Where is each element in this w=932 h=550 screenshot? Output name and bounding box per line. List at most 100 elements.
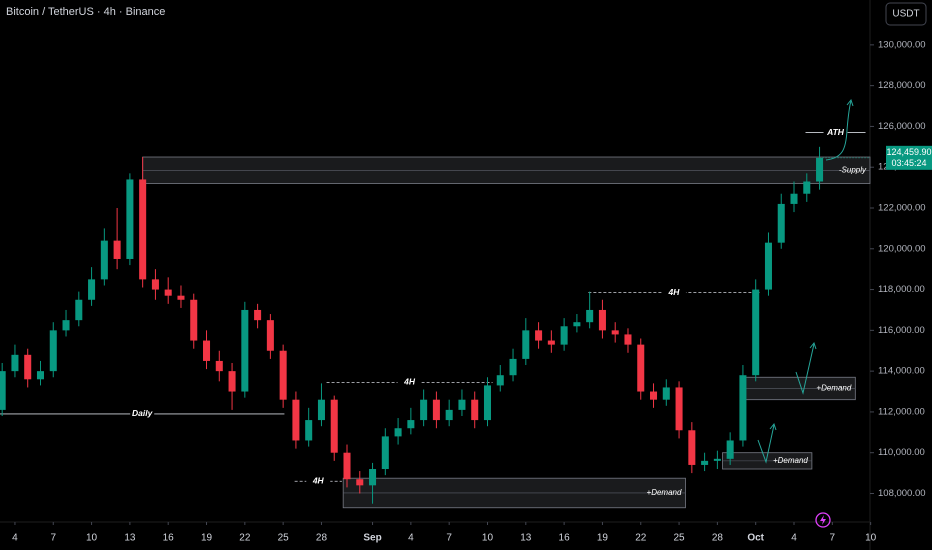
- candle-body: [611, 330, 619, 335]
- candle-body: [0, 371, 6, 410]
- y-tick-label: 126,000.00: [878, 121, 926, 132]
- candle-body: [75, 299, 83, 321]
- candle-body: [292, 399, 300, 441]
- x-tick-label: 22: [635, 533, 647, 544]
- candle-body: [177, 295, 185, 300]
- y-tick-label: 110,000.00: [878, 447, 925, 458]
- candle-layer: [0, 146, 824, 504]
- candle-body: [803, 181, 811, 194]
- icon-ring[interactable]: [815, 512, 831, 528]
- candle-body: [624, 334, 632, 345]
- candle-body: [420, 399, 428, 421]
- x-tick-label: 25: [674, 533, 686, 544]
- y-tick-label: 112,000.00: [878, 406, 925, 417]
- candle-body: [266, 320, 274, 351]
- y-tick-label: 116,000.00: [878, 325, 925, 336]
- candle-body: [317, 399, 325, 421]
- x-tick-label: 4: [408, 533, 414, 544]
- candle-body: [522, 330, 530, 359]
- candle-body: [790, 193, 798, 204]
- x-tick-label: 16: [163, 533, 175, 544]
- y-tick-label: 108,000.00: [878, 488, 926, 499]
- candle-body: [254, 309, 262, 321]
- candle-body: [471, 399, 479, 421]
- x-tick-label: 28: [712, 533, 724, 544]
- candle-body: [88, 279, 96, 300]
- arrow: [825, 100, 852, 161]
- x-tick-label: 10: [482, 533, 494, 544]
- candle-body: [688, 430, 696, 465]
- candle-body: [650, 391, 658, 400]
- candle-body: [713, 458, 721, 461]
- x-tick-label: Oct: [747, 533, 764, 544]
- y-tick-label: 120,000.00: [878, 243, 926, 254]
- candle-body: [726, 440, 734, 459]
- y-tick-label: 130,000.00: [878, 39, 926, 50]
- level-label: ATH: [826, 127, 845, 137]
- last-price-label: 124,459.90: [886, 147, 931, 157]
- candle-body: [203, 340, 211, 361]
- candle-body: [24, 354, 32, 380]
- projection-arrows: [757, 98, 854, 464]
- candle-body: [560, 326, 568, 345]
- y-tick-label: 114,000.00: [878, 366, 925, 377]
- candle-body: [496, 375, 504, 386]
- candle-body: [369, 469, 377, 486]
- candle-body: [381, 436, 389, 470]
- x-tick-label: 4: [12, 533, 18, 544]
- arrowhead: [846, 98, 854, 107]
- currency-button[interactable]: [885, 2, 927, 26]
- candle-body: [535, 330, 543, 341]
- x-tick-label: 7: [50, 533, 56, 544]
- candle-body: [394, 428, 402, 437]
- x-tick-label: Sep: [363, 533, 381, 544]
- level-label-bg: [661, 287, 686, 298]
- candle-body: [343, 452, 351, 480]
- x-tick-label: 28: [316, 533, 328, 544]
- candle-body: [330, 399, 338, 453]
- grid-layer: [14, 44, 874, 525]
- level-label: 4H: [668, 287, 681, 297]
- candle-body: [407, 420, 415, 429]
- candle-body: [241, 309, 249, 392]
- countdown-label: 03:45:24: [891, 158, 926, 168]
- currency-label[interactable]: USDT: [892, 9, 919, 20]
- zone-label: +Demand: [773, 456, 808, 465]
- candle-body: [11, 354, 19, 372]
- level-label-bg: [397, 377, 422, 388]
- y-tick-label: 118,000.00: [878, 284, 925, 295]
- last-price-tag: [886, 145, 932, 170]
- x-tick-label: 10: [865, 533, 877, 544]
- candle-body: [113, 240, 121, 259]
- candle-body: [164, 289, 172, 296]
- candle-body: [662, 387, 670, 400]
- y-tick-label: 122,000.00: [878, 203, 926, 214]
- candle-body: [49, 330, 57, 372]
- candle-body: [279, 350, 287, 400]
- candle-body: [356, 479, 364, 486]
- candle-body: [637, 344, 645, 392]
- lightning-icon[interactable]: [815, 512, 831, 528]
- candle-body: [739, 375, 747, 441]
- zone-label: +Demand: [816, 384, 851, 393]
- candle-body: [509, 358, 517, 376]
- candle-body: [151, 279, 159, 290]
- level-label-bg: [306, 476, 331, 487]
- x-tick-label: 19: [201, 533, 213, 544]
- candle-body: [228, 371, 236, 392]
- arrowhead: [809, 341, 817, 350]
- candle-body: [573, 322, 581, 327]
- icon-bolt[interactable]: [820, 515, 826, 525]
- x-tick-label: 7: [446, 533, 452, 544]
- y-tick-label: 128,000.00: [878, 80, 926, 91]
- candle-body: [816, 157, 824, 182]
- arrow: [757, 424, 775, 464]
- candle-body: [483, 385, 492, 421]
- level-label-bg: [130, 408, 155, 419]
- candle-body: [458, 399, 466, 410]
- candle-body: [547, 340, 555, 345]
- x-tick-label: 10: [86, 533, 98, 544]
- x-tick-label: 13: [124, 533, 136, 544]
